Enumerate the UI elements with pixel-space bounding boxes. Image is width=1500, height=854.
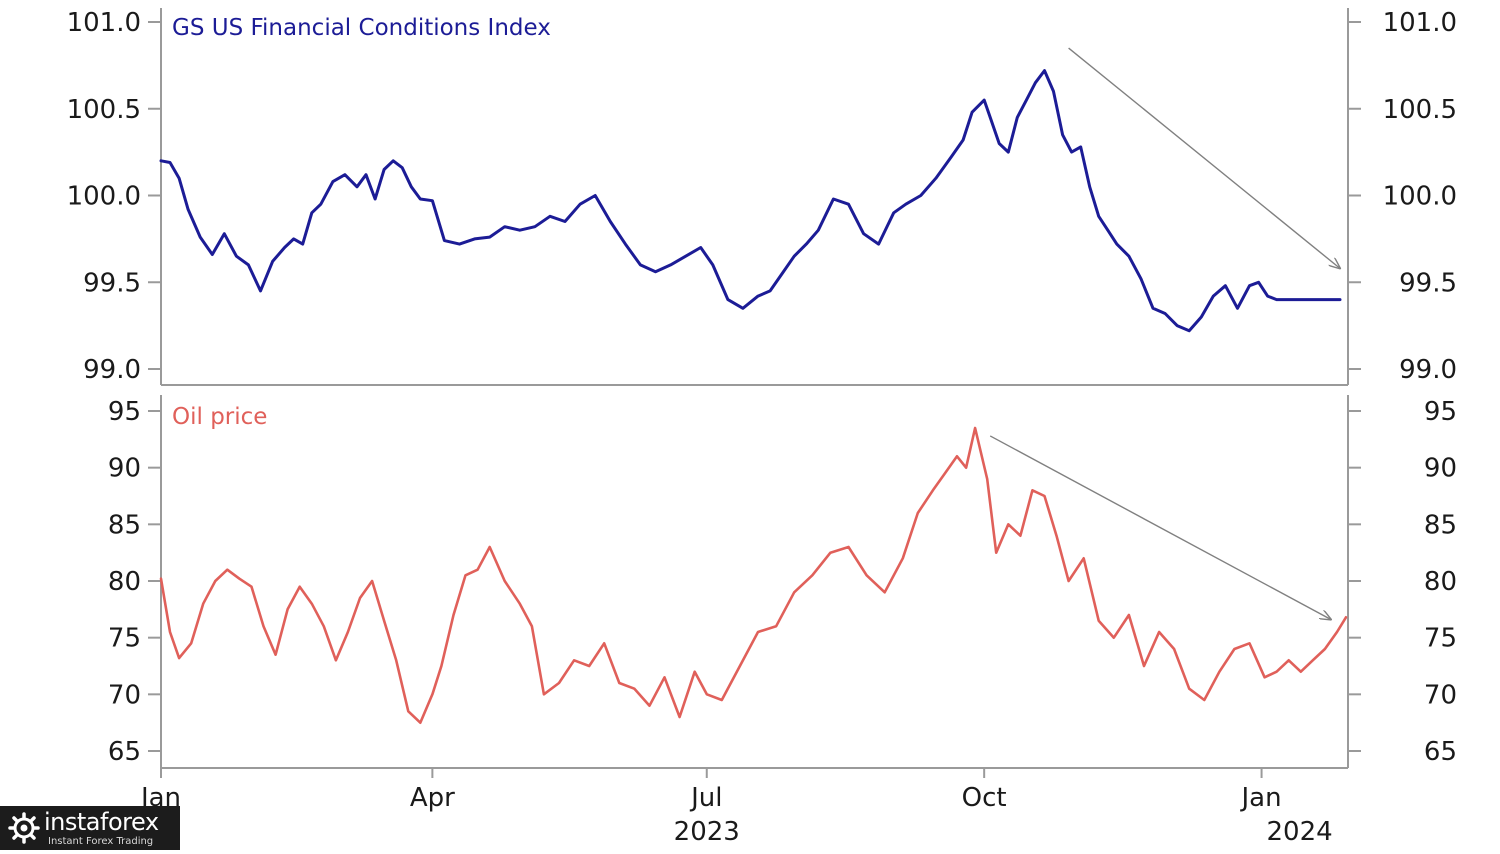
x-year-label: 2024 xyxy=(1266,817,1332,847)
y-tick-label-right: 80 xyxy=(1424,567,1457,597)
panel-title: Oil price xyxy=(172,404,267,430)
y-tick-label-right: 100.5 xyxy=(1383,95,1457,125)
y-tick-label-left: 80 xyxy=(108,567,141,597)
y-tick-label-right: 99.0 xyxy=(1399,355,1457,385)
fci-panel: 101.0 101.0 100.5 100.5 100.0 100.0 99.5 99.5 99… xyxy=(67,8,1457,386)
watermark-tagline: Instant Forex Trading xyxy=(48,836,154,847)
y-tick-label-left: 65 xyxy=(108,737,141,767)
x-tick-label: Jan xyxy=(1240,783,1282,813)
y-tick-label-right: 75 xyxy=(1424,624,1457,654)
y-tick-label-right: 95 xyxy=(1424,397,1457,427)
series-line xyxy=(159,69,1342,333)
y-tick-label-right: 65 xyxy=(1424,737,1457,767)
instaforex-logo-icon xyxy=(8,812,40,844)
y-tick-label-left: 70 xyxy=(108,680,141,710)
oil-panel: 95 95 90 90 85 85 80 80 75 75 70 70 65 65 Oil price xyxy=(108,395,1457,769)
y-tick-label-left: 100.0 xyxy=(67,182,141,212)
trend-arrow xyxy=(989,435,1331,620)
y-tick-label-left: 99.5 xyxy=(83,268,141,298)
y-tick-label-left: 90 xyxy=(108,454,141,484)
series-line xyxy=(159,426,1348,725)
panel-title: GS US Financial Conditions Index xyxy=(172,15,551,41)
watermark-brand: instaforex xyxy=(44,808,159,836)
x-year-label: 2023 xyxy=(674,817,740,847)
instaforex-watermark: instaforex Instant Forex Trading xyxy=(0,806,180,850)
y-tick-label-right: 85 xyxy=(1424,510,1457,540)
x-tick-label: Apr xyxy=(410,783,455,813)
y-tick-label-left: 75 xyxy=(108,624,141,654)
x-tick-label: Oct xyxy=(962,783,1007,813)
y-tick-label-right: 100.0 xyxy=(1383,182,1457,212)
y-tick-label-left: 99.0 xyxy=(83,355,141,385)
y-tick-label-left: 85 xyxy=(108,510,141,540)
y-tick-label-right: 70 xyxy=(1424,680,1457,710)
y-tick-label-right: 101.0 xyxy=(1383,8,1457,38)
trend-arrow xyxy=(1068,47,1340,268)
y-tick-label-right: 90 xyxy=(1424,454,1457,484)
y-tick-label-left: 100.5 xyxy=(67,95,141,125)
y-tick-label-left: 101.0 xyxy=(67,8,141,38)
y-tick-label-right: 99.5 xyxy=(1399,268,1457,298)
x-tick-label: Jul xyxy=(689,783,722,813)
y-tick-label-left: 95 xyxy=(108,397,141,427)
